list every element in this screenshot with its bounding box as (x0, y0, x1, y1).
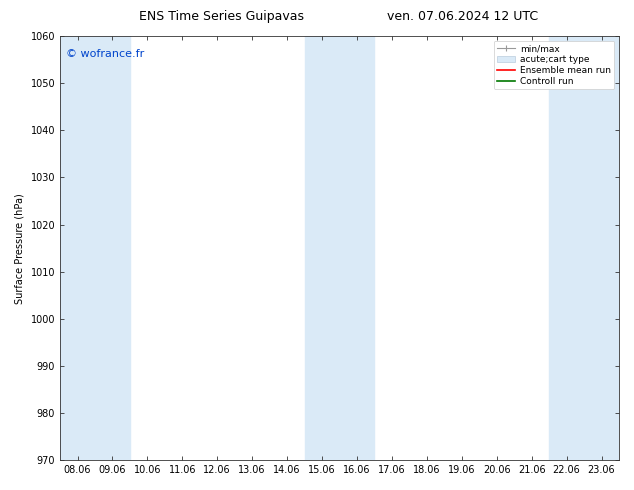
Legend: min/max, acute;cart type, Ensemble mean run, Controll run: min/max, acute;cart type, Ensemble mean … (494, 41, 614, 89)
Bar (95, 36, 130, 460)
Bar (60, 36, 95, 460)
Bar (304, 36, 340, 460)
Bar (340, 36, 375, 460)
Text: ENS Time Series Guipavas: ENS Time Series Guipavas (139, 10, 304, 23)
Bar (584, 36, 619, 460)
Text: ven. 07.06.2024 12 UTC: ven. 07.06.2024 12 UTC (387, 10, 538, 23)
Y-axis label: Surface Pressure (hPa): Surface Pressure (hPa) (15, 193, 25, 303)
Text: © wofrance.fr: © wofrance.fr (66, 49, 144, 59)
Bar (549, 36, 584, 460)
